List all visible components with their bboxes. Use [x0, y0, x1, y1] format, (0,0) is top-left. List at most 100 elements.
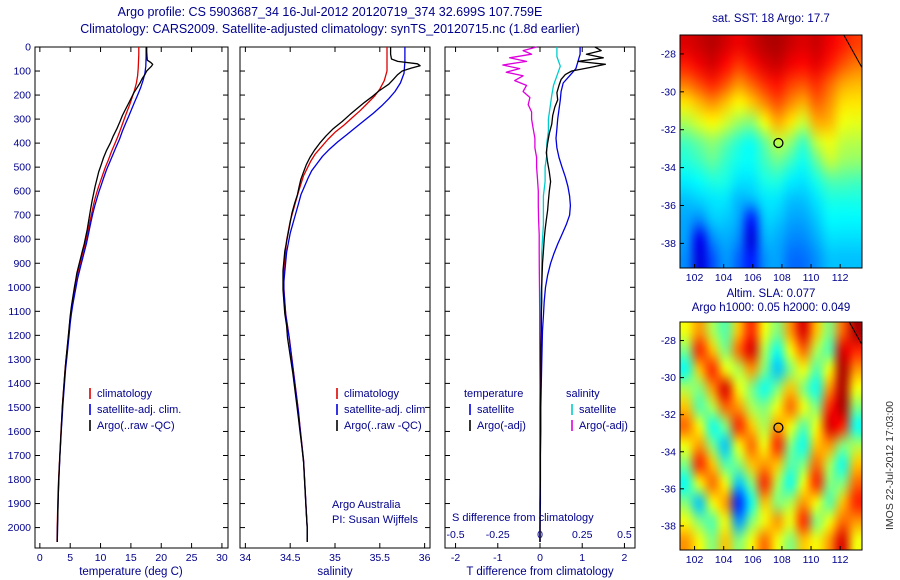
depth-tick-label: 600	[13, 186, 31, 198]
note-pi: PI: Susan Wijffels	[332, 514, 418, 526]
map-x-tick-label: 102	[686, 554, 704, 566]
depth-tick-label: 1900	[8, 498, 32, 510]
legend-label-sat-tdiff: satellite	[477, 404, 514, 416]
x-tick-label: 0	[37, 552, 43, 564]
temperature-axis-label: temperature (deg C)	[79, 566, 183, 578]
x-tick-label: 0	[537, 552, 543, 564]
x-tick-label: 5	[67, 552, 73, 564]
depth-tick-label: 800	[13, 234, 31, 246]
x-tick-label: -2	[451, 552, 460, 564]
depth-tick-label: 1100	[8, 306, 31, 318]
map-frame-sst-map	[679, 34, 863, 269]
depth-tick-label: 100	[13, 66, 31, 78]
map-y-tick-label: -34	[661, 446, 676, 458]
s-tick-label: 0.5	[617, 529, 632, 541]
x-tick-label: 25	[186, 552, 198, 564]
map-y-tick-label: -30	[661, 86, 676, 98]
series-satellite-adj-clim	[56, 47, 147, 543]
note-argo-australia: Argo Australia	[332, 499, 401, 511]
x-tick-label: 35.5	[370, 552, 391, 564]
depth-tick-label: 700	[13, 210, 31, 222]
depth-tick-label: 200	[13, 90, 31, 102]
axes-layer: 0 5 10 15 20 25 300100200300400500600700800900…	[8, 34, 863, 566]
s-tick-label: 0.25	[572, 529, 593, 541]
sla-heatmap	[680, 322, 862, 550]
depth-tick-label: 1400	[8, 378, 32, 390]
map-y-tick-label: -36	[661, 483, 676, 495]
x-tick-label: 35	[329, 552, 341, 564]
map-x-tick-label: 104	[715, 554, 733, 566]
map-x-tick-label: 104	[715, 272, 733, 284]
s-tick-label: -0.5	[447, 529, 465, 541]
x-tick-label: 2	[622, 552, 628, 564]
sla-map-title-line2: Argo h1000: 0.05 h2000: 0.049	[692, 302, 851, 314]
depth-tick-label: 1000	[8, 282, 32, 294]
series-argo-temp-diff	[539, 46, 607, 542]
profile-location-marker	[773, 137, 784, 149]
legend-label-argo: Argo(..raw -QC)	[97, 420, 175, 432]
figure-title-line1: Argo profile: CS 5903687_34 16-Jul-2012 …	[118, 5, 543, 19]
x-tick-label: 34	[240, 552, 252, 564]
x-tick-label: -1	[493, 552, 502, 564]
map-x-tick-label: 108	[773, 554, 791, 566]
legend-header-temperature: temperature	[464, 388, 523, 400]
map-y-tick-label: -32	[661, 409, 676, 421]
imos-timestamp: IMOS 22-Jul-2012 17:03:00	[884, 401, 896, 530]
depth-tick-label: 1700	[8, 450, 32, 462]
coastline	[843, 34, 863, 68]
legend-header-salinity: salinity	[566, 388, 600, 400]
figure-title-line2: Climatology: CARS2009. Satellite-adjuste…	[80, 22, 580, 36]
x-tick-label: 1	[579, 552, 585, 564]
legend-label-sat-sdiff: satellite	[579, 404, 616, 416]
map-y-tick-label: -38	[661, 238, 676, 250]
map-x-tick-label: 110	[803, 554, 820, 566]
legend-label-argo-tdiff: Argo(-adj)	[477, 420, 526, 432]
depth-tick-label: 1600	[8, 426, 32, 438]
sst-heatmap	[680, 35, 862, 268]
x-tick-label: 15	[125, 552, 137, 564]
map-frame-sla-map	[679, 321, 863, 551]
map-x-tick-label: 102	[686, 272, 704, 284]
depth-tick-label: 300	[13, 114, 31, 126]
sla-map-title-line1: Altim. SLA: 0.077	[727, 288, 816, 300]
map-y-tick-label: -36	[661, 200, 676, 212]
series-climatology	[283, 47, 388, 542]
depth-tick-label: 2000	[8, 522, 32, 534]
legend-label-argo-sal: Argo(..raw -QC)	[344, 420, 422, 432]
x-tick-label: 34.5	[280, 552, 301, 564]
sdiff-axis-label: S difference from climatology	[452, 512, 594, 524]
depth-tick-label: 900	[13, 258, 31, 270]
tdiff-axis-label: T difference from climatology	[466, 566, 613, 578]
depth-tick-label: 1500	[8, 402, 32, 414]
depth-tick-label: 1300	[8, 354, 32, 366]
coastline	[848, 321, 863, 346]
depth-tick-label: 0	[25, 42, 31, 54]
sst-map-title: sat. SST: 18 Argo: 17.7	[712, 13, 830, 25]
series-argo-salinity-diff	[502, 46, 541, 542]
map-y-tick-label: -38	[661, 520, 676, 532]
series-sat-temp-diff	[539, 47, 581, 542]
x-tick-label: 36	[419, 552, 431, 564]
series-layer	[56, 46, 607, 543]
x-tick-label: 10	[95, 552, 107, 564]
panel-frame-salinity	[239, 46, 431, 549]
legend-label-satellite-clim-sal: satellite-adj. clim	[344, 404, 425, 416]
map-x-tick-label: 108	[773, 272, 791, 284]
map-x-tick-label: 112	[832, 272, 849, 284]
map-y-tick-label: -28	[661, 48, 676, 60]
depth-tick-label: 500	[13, 162, 31, 174]
map-y-tick-label: -28	[661, 335, 676, 347]
legend-label-argo-sdiff: Argo(-adj)	[579, 420, 628, 432]
depth-tick-label: 400	[13, 138, 31, 150]
x-tick-label: 30	[216, 552, 228, 564]
panel-frame-temperature	[34, 46, 229, 549]
depth-tick-label: 1800	[8, 474, 32, 486]
map-x-tick-label: 110	[803, 272, 820, 284]
salinity-axis-label: salinity	[317, 566, 352, 578]
legend-label-climatology-sal: climatology	[344, 388, 400, 400]
map-x-tick-label: 106	[744, 554, 762, 566]
s-tick-label: -0.25	[486, 529, 510, 541]
map-y-tick-label: -32	[661, 124, 676, 136]
